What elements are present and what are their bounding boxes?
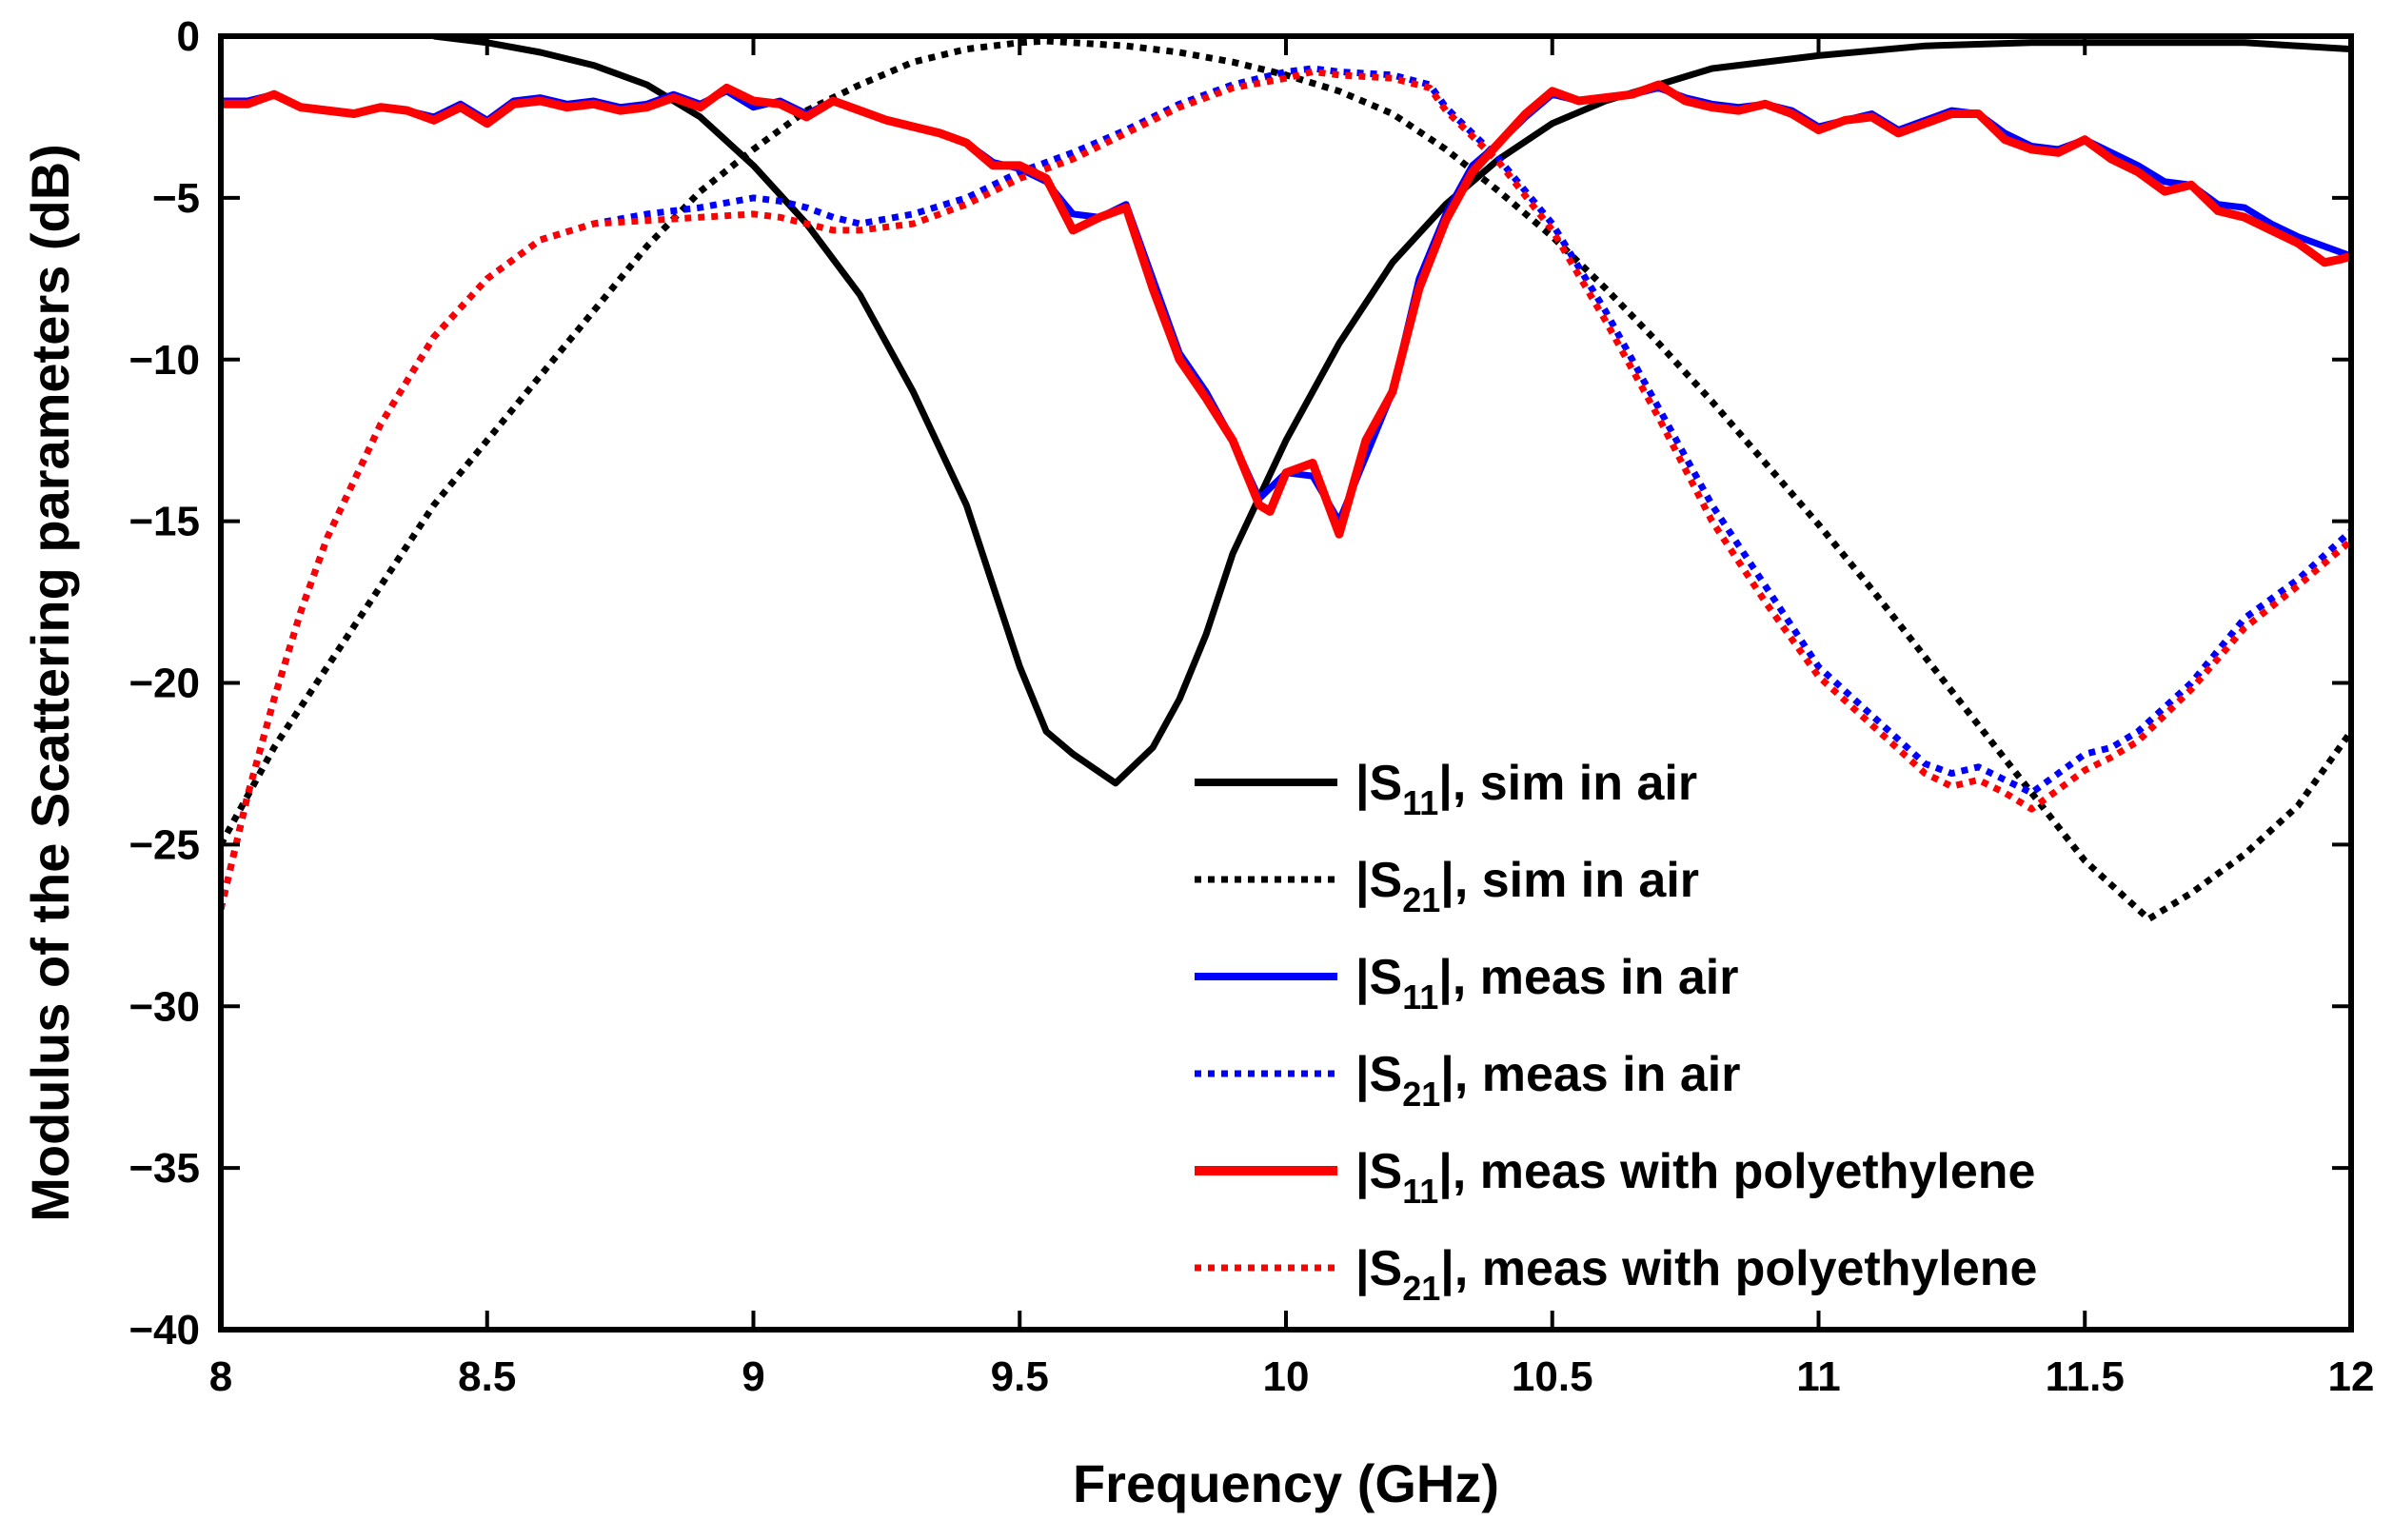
x-tick-label: 11.5 [2046,1353,2125,1400]
y-tick-label: −35 [129,1145,200,1192]
x-tick-label: 9 [742,1353,764,1400]
y-tick-label: 0 [177,13,200,60]
plot-curves [221,36,2351,922]
x-tick-label: 10.5 [1512,1353,1593,1400]
y-tick-label: −40 [129,1307,200,1353]
series-line-6 [221,68,2351,911]
plot-area-frame [218,33,2354,1333]
x-tick-label: 10 [1263,1353,1310,1400]
axis-ticks: 8 8.5 9 9.5 10 10.5 11 11.5 12 0 −5 −10 −15 −20 −25 −30… [129,13,2374,1400]
series-line-2 [221,37,2351,922]
x-tick-label: 11 [1796,1353,1841,1400]
series-line-1 [433,36,2351,787]
y-tick-label: −30 [129,983,200,1030]
y-tick-label: −20 [129,661,200,707]
legend-label-5: |S11|, meas with polyethylene [1355,1144,2035,1211]
legend-label-2: |S21|, sim in air [1355,853,1699,919]
y-tick-label: −15 [129,499,200,545]
y-tick-label: −5 [152,175,200,222]
series-line-5 [221,80,2351,539]
x-tick-label: 9.5 [991,1353,1049,1400]
x-tick-label: 8.5 [458,1353,516,1400]
y-tick-label: −10 [129,337,200,384]
legend-label-3: |S11|, meas in air [1355,950,1738,1017]
legend-label-6: |S21|, meas with polyethylene [1355,1241,2037,1308]
legend: |S11|, sim in air |S21|, sim in air |S11|,… [1195,756,2037,1308]
x-tick-label: 12 [2328,1353,2375,1400]
y-axis-label: Modulus of the Scattering parameters (dB… [20,144,80,1222]
y-tick-label: −25 [129,821,200,868]
legend-label-4: |S21|, meas in air [1355,1047,1740,1114]
x-tick-label: 8 [209,1353,232,1400]
x-axis-label: Frequency (GHz) [1073,1453,1499,1513]
legend-label-1: |S11|, sim in air [1355,756,1697,822]
